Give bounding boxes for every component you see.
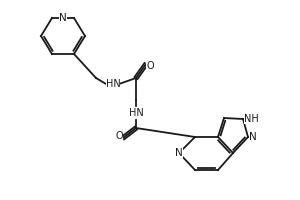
Text: N: N [249, 132, 257, 142]
Text: N: N [59, 13, 67, 23]
Text: HN: HN [129, 108, 143, 118]
Text: NH: NH [244, 114, 258, 124]
Text: O: O [115, 131, 123, 141]
Text: N: N [175, 148, 183, 158]
Text: HN: HN [106, 79, 120, 89]
Text: O: O [146, 61, 154, 71]
